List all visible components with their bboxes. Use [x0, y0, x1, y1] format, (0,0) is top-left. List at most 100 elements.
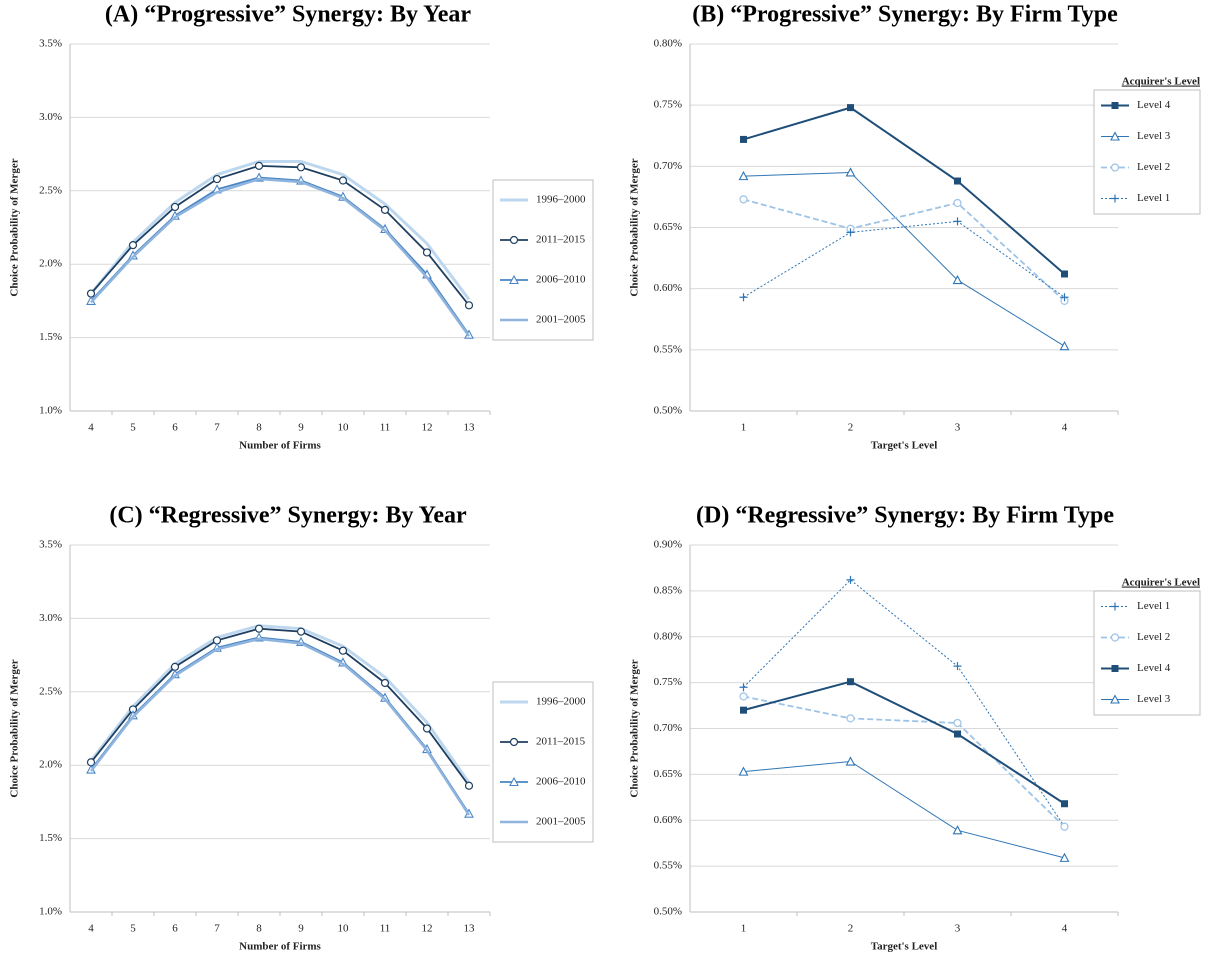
- y-tick-label: 0.80%: [654, 38, 682, 50]
- legend-label: 1996–2000: [536, 194, 586, 206]
- data-point: [739, 195, 748, 204]
- legend-label: 2011–2015: [536, 234, 586, 246]
- data-point: [128, 241, 138, 250]
- y-axis-label: Choice Probability of Merger: [9, 659, 21, 797]
- y-tick-label: 0.65%: [654, 768, 682, 780]
- x-tick-label: 12: [422, 923, 433, 935]
- series-line: [743, 198, 1066, 302]
- series-line: [90, 176, 470, 336]
- chart-title: (C) “Regressive” Synergy: By Year: [109, 503, 467, 529]
- y-tick-label: 3.0%: [39, 612, 62, 624]
- data-point: [740, 135, 747, 143]
- x-axis-label: Target's Level: [871, 440, 938, 452]
- data-point: [1059, 340, 1070, 351]
- legend-label: Level 1: [1137, 600, 1170, 612]
- y-axis-label: Choice Probability of Merger: [9, 158, 21, 296]
- y-tick-label: 1.0%: [39, 405, 62, 417]
- y-tick-label: 0.55%: [654, 343, 682, 355]
- y-tick-label: 0.50%: [654, 405, 682, 417]
- x-tick-label: 6: [172, 923, 178, 935]
- legend-marker: [1110, 694, 1120, 704]
- data-point: [1060, 293, 1069, 302]
- legend-marker: [509, 274, 519, 285]
- y-tick-label: 0.55%: [654, 860, 682, 872]
- data-point: [845, 167, 856, 177]
- legend-label: 2006–2010: [536, 776, 586, 788]
- chart-title: (B) “Progressive” Synergy: By Firm Type: [692, 2, 1118, 28]
- y-tick-label: 2.0%: [39, 759, 62, 771]
- legend-title: Acquirer's Level: [1122, 76, 1200, 88]
- data-point: [845, 756, 856, 766]
- series-line: [743, 171, 1065, 347]
- y-tick-label: 0.75%: [654, 676, 682, 688]
- data-point: [464, 301, 474, 310]
- y-tick-label: 2.0%: [39, 258, 62, 270]
- legend-label: Level 2: [1137, 631, 1170, 643]
- series-line: [743, 106, 1066, 275]
- x-tick-label: 7: [214, 923, 220, 935]
- data-point: [338, 176, 348, 185]
- data-point: [170, 202, 180, 212]
- legend-box: [1093, 590, 1201, 716]
- data-point: [1060, 822, 1069, 831]
- y-tick-label: 2.5%: [39, 685, 62, 697]
- x-tick-label: 13: [464, 422, 476, 434]
- legend-marker: [509, 737, 519, 747]
- series-line: [743, 761, 1065, 859]
- y-tick-label: 2.5%: [39, 184, 62, 196]
- data-point: [954, 177, 961, 185]
- x-tick-label: 4: [1062, 422, 1068, 434]
- series-line: [90, 164, 470, 306]
- x-axis-label: Number of Firms: [239, 941, 321, 953]
- data-point: [212, 174, 222, 184]
- series-line: [90, 636, 470, 815]
- data-point: [738, 766, 749, 776]
- x-tick-label: 9: [298, 422, 304, 434]
- data-point: [739, 683, 748, 692]
- chart-title: (D) “Regressive” Synergy: By Firm Type: [696, 503, 1114, 529]
- data-point: [380, 678, 390, 688]
- legend-marker: [1111, 194, 1119, 203]
- x-tick-label: 5: [130, 422, 136, 434]
- legend-marker: [1111, 102, 1119, 109]
- data-point: [953, 198, 962, 208]
- legend-label: Level 1: [1137, 192, 1170, 204]
- x-tick-label: 4: [88, 923, 94, 935]
- data-point: [1061, 800, 1068, 808]
- data-point: [1059, 852, 1070, 862]
- x-tick-label: 7: [214, 422, 220, 434]
- x-axis-label: Number of Firms: [239, 440, 321, 452]
- data-point: [254, 624, 264, 633]
- y-tick-label: 1.5%: [39, 832, 62, 844]
- x-tick-label: 13: [464, 923, 476, 935]
- x-tick-label: 5: [130, 923, 136, 935]
- data-point: [953, 718, 962, 728]
- legend-box: [492, 179, 594, 341]
- x-tick-label: 9: [298, 923, 304, 935]
- data-point: [952, 274, 963, 285]
- y-tick-label: 1.0%: [39, 906, 62, 918]
- legend-marker: [1111, 665, 1119, 672]
- y-tick-label: 0.70%: [654, 160, 682, 172]
- legend-label: 2006–2010: [536, 274, 586, 286]
- legend-marker: [509, 776, 519, 787]
- data-point: [738, 170, 749, 181]
- x-tick-label: 2: [848, 422, 854, 434]
- legend-marker: [1110, 163, 1120, 172]
- x-tick-label: 8: [256, 923, 262, 935]
- data-point: [954, 730, 961, 738]
- legend-label: Level 4: [1137, 662, 1171, 674]
- y-tick-label: 0.75%: [654, 99, 682, 111]
- legend-label: 2001–2005: [536, 816, 586, 828]
- data-point: [846, 714, 855, 723]
- legend-title: Acquirer's Level: [1122, 577, 1200, 589]
- data-point: [296, 627, 306, 636]
- legend-box: [1093, 89, 1201, 215]
- legend-label: Level 4: [1137, 99, 1171, 111]
- x-tick-label: 8: [256, 422, 262, 434]
- series-line: [89, 624, 471, 784]
- chart-title: (A) “Progressive” Synergy: By Year: [105, 2, 472, 28]
- data-point: [422, 248, 432, 257]
- y-axis-label: Choice Probability of Merger: [629, 158, 641, 296]
- data-point: [952, 825, 963, 835]
